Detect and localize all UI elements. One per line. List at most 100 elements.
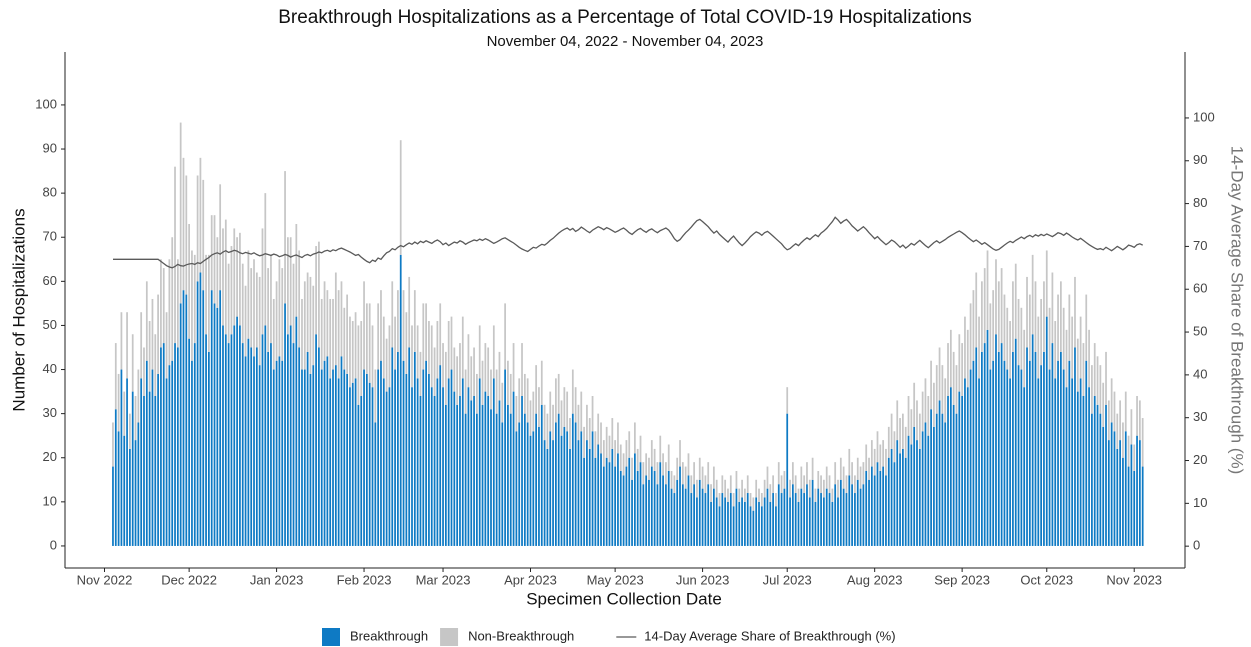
bar-segment [1096,404,1099,546]
bar-segment [642,484,645,546]
bar-segment [351,382,354,546]
bar-segment [405,373,408,546]
bar-segment [1133,470,1136,546]
bar-segment [848,448,851,476]
bar-segment [1113,431,1116,546]
bar-segment [811,479,814,546]
bar-segment [154,396,157,546]
bar-segment [196,281,199,546]
bar-segment [684,466,687,489]
bar-segment [918,413,921,449]
bar-segment [876,462,879,546]
bar-segment [419,396,422,546]
bar-segment [402,290,405,361]
bar-segment [1074,276,1076,348]
bar-segment [275,281,278,361]
y-tick-label: 0 [50,537,57,552]
bar-segment [490,369,492,410]
bar-segment [1057,294,1059,361]
bar-segment [428,373,430,546]
bar-segment [1127,466,1130,546]
bar-segment [456,356,459,405]
bar-segment [887,457,890,546]
bar-segment [557,413,560,546]
bar-segment [865,470,868,546]
bar-segment [239,325,241,546]
bar-segment [930,360,932,410]
bar-segment [523,413,526,546]
bar-segment [1093,343,1096,396]
bar-segment [961,396,964,546]
bar-segment [1082,343,1085,396]
bar-segment [588,418,591,449]
bar-segment [546,448,549,546]
bar-segment [1124,431,1127,546]
bar-segment [145,360,148,546]
x-tick-label: Apr 2023 [504,572,557,587]
x-tick-label: Jan 2023 [250,572,304,587]
bar-segment [597,413,600,445]
bar-segment [727,488,729,502]
bar-segment [481,360,484,405]
bar-segment [368,382,371,546]
bar-segment [233,228,236,326]
bar-segment [382,316,385,379]
bar-segment [270,343,272,546]
bar-segment [151,298,154,370]
bar-segment [667,470,670,546]
bar-segment [436,378,439,546]
bar-segment [549,391,552,432]
bar-segment [295,316,298,546]
bar-segment [315,334,317,546]
bar-segment [518,378,521,423]
bar-segment [205,334,207,546]
bar-segment [701,466,704,489]
bar-segment [1102,382,1105,427]
bar-segment [1085,360,1088,546]
bar-segment [495,369,498,414]
bar-segment [191,250,193,361]
bar-segment [532,431,535,546]
bar-segment [933,426,935,546]
bar-segment [498,400,501,546]
bar-segment [425,303,427,361]
bar-segment [966,329,969,388]
bar-segment [385,391,388,546]
bar-segment [839,457,842,480]
bar-segment [202,179,205,291]
bar-segment [1017,298,1020,366]
bar-segment [363,369,365,546]
bar-segment [349,387,351,546]
y-tick-label: 70 [43,229,57,244]
bar-segment [442,387,444,546]
bar-segment [944,378,947,423]
bar-segment [402,360,405,546]
bar-segment [230,246,233,335]
bar-segment [791,462,794,485]
bar-segment [744,488,746,502]
bar-segment [425,360,427,546]
bar-segment [842,488,845,546]
chart-title: Breakthrough Hospitalizations as a Perce… [278,7,972,28]
y-tick-label: 40 [43,361,57,376]
bar-segment [681,484,684,546]
bar-segment [995,259,997,335]
bar-segment [523,373,526,414]
y-tick-label: 100 [35,96,57,111]
bar-segment [346,373,348,546]
bar-segment [188,224,191,339]
bar-segment [529,400,532,436]
bar-segment [1124,391,1127,432]
bar-segment [656,462,659,485]
bar-segment [1079,316,1082,379]
y-tick-label: 90 [43,140,57,155]
bar-segment [938,400,941,546]
bar-segment [749,493,752,507]
bar-segment [698,479,701,546]
bar-segment [583,457,585,546]
bar-segment [244,285,247,357]
bar-segment [876,431,879,463]
bar-segment [1045,250,1048,317]
bar-segment [227,343,230,546]
bar-segment [814,501,817,546]
